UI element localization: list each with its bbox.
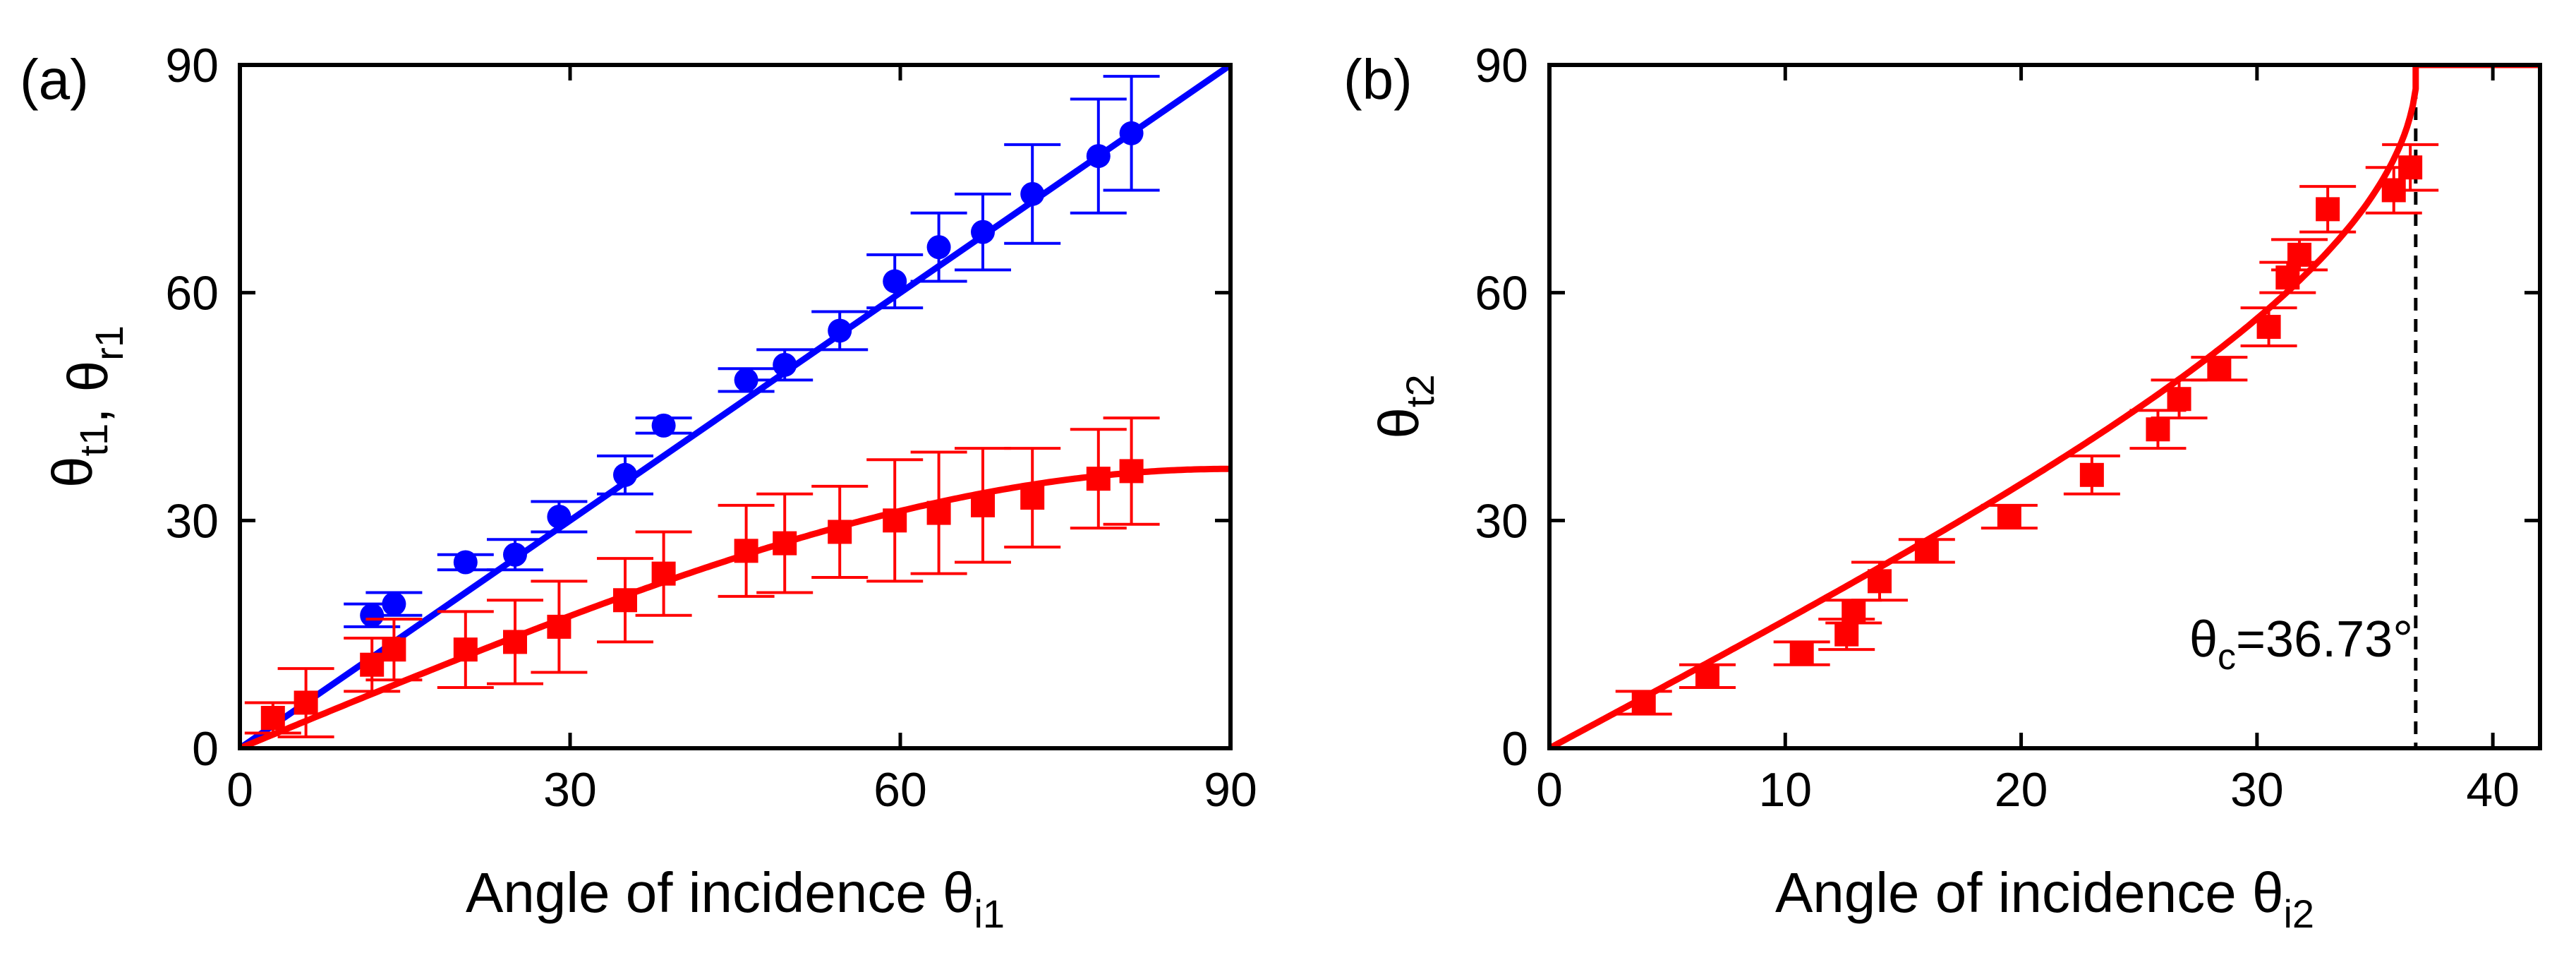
data-point (382, 592, 406, 616)
data-point (1086, 467, 1111, 491)
data-point (294, 690, 318, 715)
data-point (1020, 181, 1045, 206)
data-point (2398, 155, 2423, 180)
data-point (1997, 504, 2021, 529)
data-point (1631, 690, 1656, 715)
data-point (651, 561, 676, 586)
data-point (453, 550, 478, 575)
data-point (360, 652, 385, 677)
panel-b-y-axis-label: θt2 (1367, 374, 1442, 438)
panel-a: 0 30 60 90 0 30 60 90 (a) Angle of incidence θi… (20, 39, 1257, 936)
data-point (2079, 462, 2104, 487)
data-point (1842, 599, 1866, 624)
data-point (2146, 417, 2170, 442)
y-tick-label: 0 (1501, 722, 1528, 776)
data-point (260, 705, 285, 730)
data-point (651, 413, 676, 438)
x-tick-label: 10 (1758, 763, 1812, 817)
data-point (503, 630, 527, 654)
data-point (828, 318, 852, 343)
data-point (613, 462, 637, 487)
data-point (773, 352, 797, 377)
panel-a-label: (a) (20, 48, 89, 111)
data-point (1868, 569, 1892, 594)
data-point (2256, 315, 2281, 340)
y-tick-label: 30 (165, 494, 219, 548)
panel-a-plot-frame (238, 63, 1233, 750)
data-point (503, 542, 527, 567)
x-tick-label: 40 (2466, 763, 2520, 817)
x-tick-label: 30 (543, 763, 597, 817)
panel-a-x-axis-label: Angle of incidence θi1 (466, 861, 1005, 936)
data-point (453, 637, 478, 662)
data-point (773, 531, 797, 556)
panel-b-x-axis-label: Angle of incidence θi2 (1775, 861, 2314, 936)
fit-curve-0 (240, 65, 1230, 748)
panel-b-label: (b) (1343, 48, 1413, 111)
critical-angle-annotation: θc=36.73° (2189, 611, 2413, 678)
data-point (382, 637, 406, 662)
data-point (828, 520, 852, 544)
x-tick-label: 30 (2230, 763, 2284, 817)
y-tick-label: 30 (1475, 494, 1528, 548)
x-tick-label: 20 (1995, 763, 2048, 817)
data-point (2167, 387, 2191, 412)
data-point (2287, 242, 2312, 267)
data-point (734, 539, 758, 563)
y-tick-label: 60 (1475, 267, 1528, 320)
data-point (1695, 664, 1719, 688)
x-tick-label: 90 (1204, 763, 1257, 817)
data-point (2207, 356, 2232, 381)
y-tick-label: 90 (165, 39, 219, 92)
data-point (547, 614, 572, 639)
data-point (883, 269, 907, 294)
data-point (734, 368, 758, 392)
data-point (1119, 459, 1144, 484)
y-tick-label: 60 (165, 267, 219, 320)
data-point (883, 508, 907, 533)
data-point (971, 220, 995, 244)
data-point (1086, 144, 1111, 169)
x-tick-label: 0 (1536, 763, 1563, 817)
panel-b-plot-frame (1547, 63, 2542, 750)
data-point (547, 504, 572, 529)
data-point (1020, 486, 1045, 510)
x-tick-label: 0 (226, 763, 253, 817)
data-point (1914, 539, 1939, 563)
data-point (971, 493, 995, 517)
data-point (1834, 622, 1859, 647)
data-point (1789, 641, 1814, 666)
data-point (926, 235, 951, 260)
data-point (2316, 197, 2340, 222)
x-tick-label: 60 (873, 763, 927, 817)
panel-a-y-axis-label: θt1, θr1 (41, 325, 131, 488)
y-tick-label: 90 (1475, 39, 1528, 92)
panel-b: 0 10 20 30 40 0 30 60 90 (b) Angle of incidence … (1343, 39, 2542, 936)
data-point (926, 500, 951, 525)
data-point (1119, 121, 1144, 145)
data-point (613, 588, 637, 613)
y-tick-label: 0 (192, 722, 219, 776)
